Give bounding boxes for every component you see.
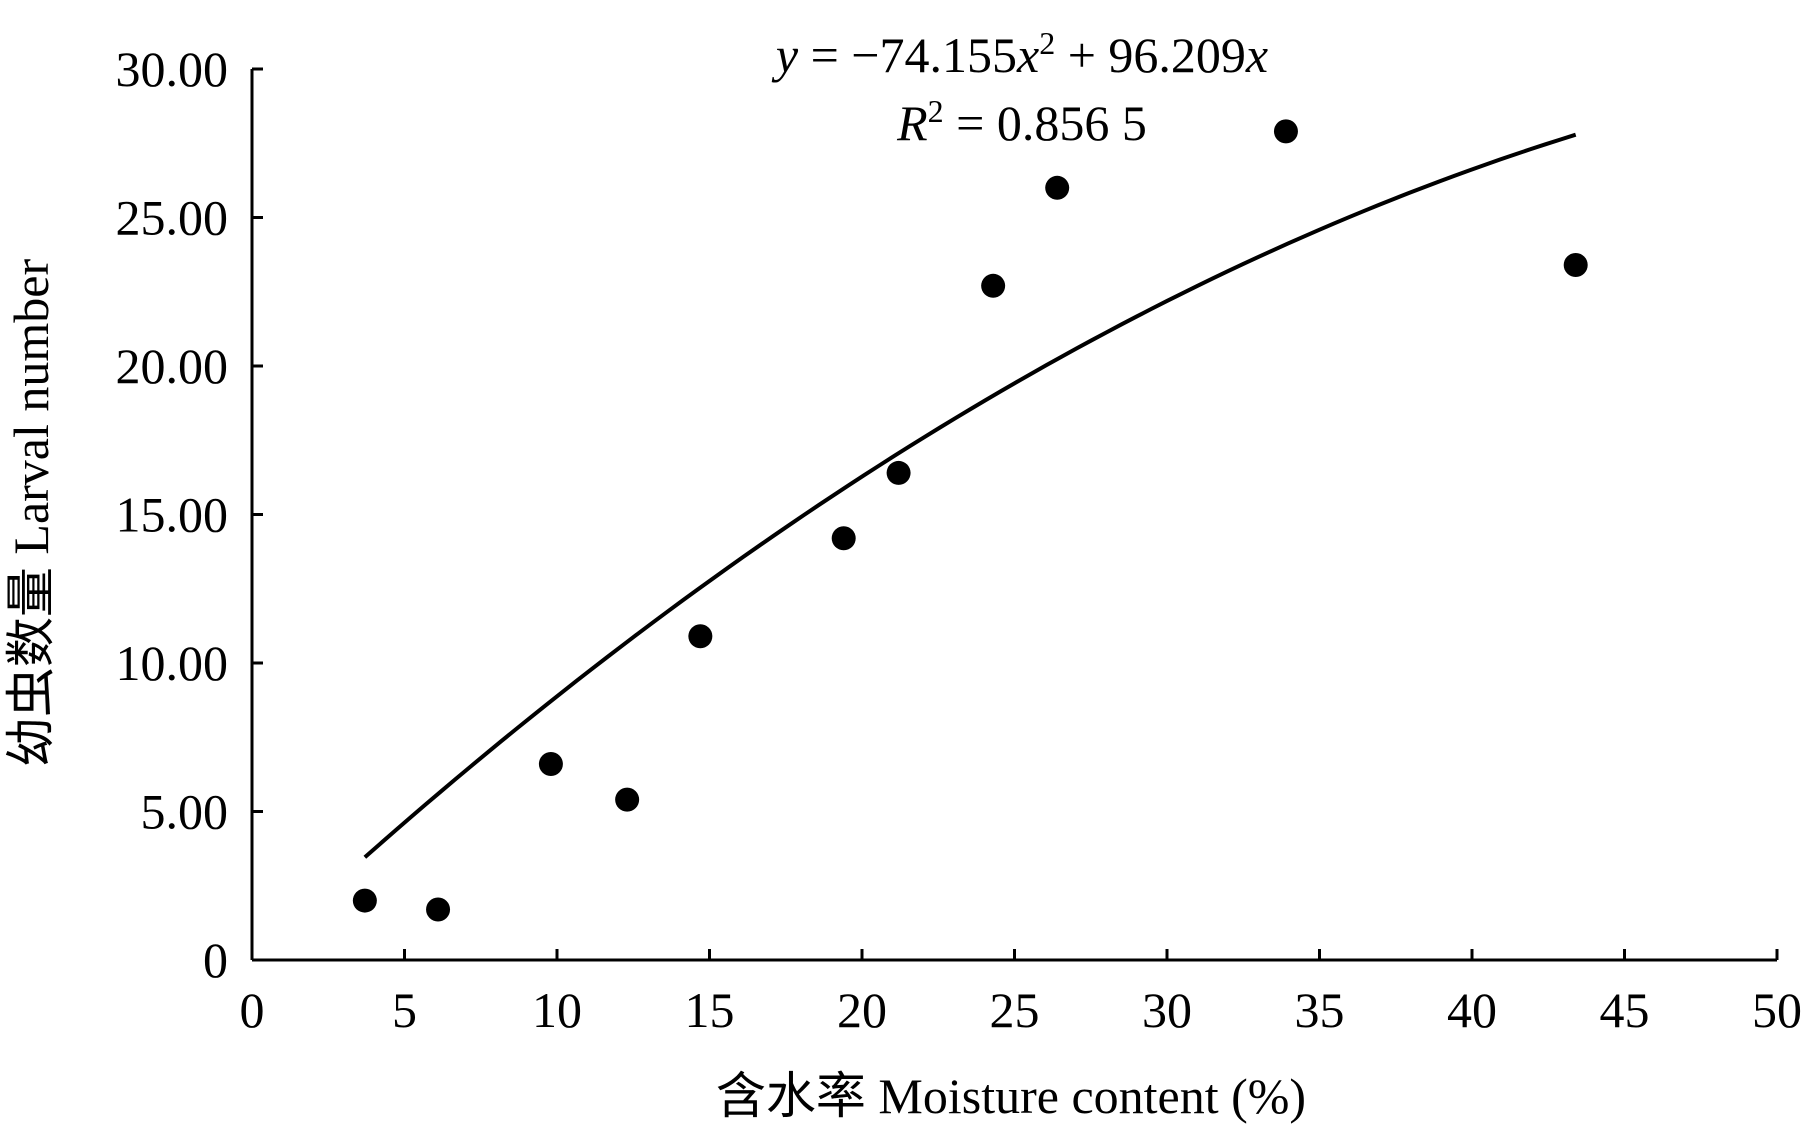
y-tick-label: 25.00 [116, 190, 229, 246]
x-axis-ticks: 0 5 10 15 20 25 30 35 40 45 50 [240, 949, 1802, 1038]
y-tick-label: 30.00 [116, 41, 229, 97]
data-point [886, 460, 911, 485]
r-squared-value: = 0.856 5 [944, 95, 1147, 151]
y-tick-label: 15.00 [116, 487, 229, 543]
equation-superscript: 2 [1039, 25, 1055, 61]
data-point [1563, 253, 1588, 278]
r-squared-label: R2 = 0.856 5 [896, 93, 1147, 151]
x-tick-label: 35 [1295, 982, 1345, 1038]
axes [250, 69, 1777, 962]
trendline-equation: y = −74.155x2 + 96.209x [771, 25, 1268, 83]
x-tick-label: 45 [1600, 982, 1650, 1038]
x-tick-label: 50 [1752, 982, 1802, 1038]
equation-part-1: = −74.155 [798, 27, 1017, 83]
data-points [352, 119, 1588, 922]
data-point [352, 888, 377, 913]
x-axis-title: 含水率 Moisture content (%) [716, 1068, 1306, 1124]
r-squared-superscript: 2 [928, 93, 944, 129]
data-point [538, 751, 563, 776]
y-tick-label: 0 [203, 932, 228, 988]
x-tick-label: 10 [532, 982, 582, 1038]
y-axis-title: 幼虫数量 Larval number [3, 259, 59, 768]
data-point [688, 624, 713, 649]
equation-x-var-2: x [1245, 27, 1268, 83]
x-tick-label: 30 [1142, 982, 1192, 1038]
x-tick-label: 40 [1447, 982, 1497, 1038]
data-point [981, 273, 1006, 298]
y-tick-label: 20.00 [116, 338, 229, 394]
x-tick-label: 5 [392, 982, 417, 1038]
y-axis-ticks: 0 5.00 10.00 15.00 20.00 25.00 30.00 [116, 41, 263, 988]
x-tick-label: 20 [837, 982, 887, 1038]
trend-line [363, 132, 1577, 859]
data-point [1273, 119, 1298, 144]
x-tick-label: 0 [240, 982, 265, 1038]
data-point [615, 787, 640, 812]
y-tick-label: 5.00 [141, 784, 229, 840]
data-point [1045, 175, 1070, 200]
y-tick-label: 10.00 [116, 635, 229, 691]
equation-part-2: + 96.209 [1055, 27, 1246, 83]
data-point [831, 526, 856, 551]
x-tick-label: 15 [685, 982, 735, 1038]
equation-y-var: y [771, 27, 799, 83]
equation-x-var-1: x [1016, 27, 1039, 83]
x-tick-label: 25 [990, 982, 1040, 1038]
data-point [426, 897, 451, 922]
r-squared-var: R [896, 95, 928, 151]
